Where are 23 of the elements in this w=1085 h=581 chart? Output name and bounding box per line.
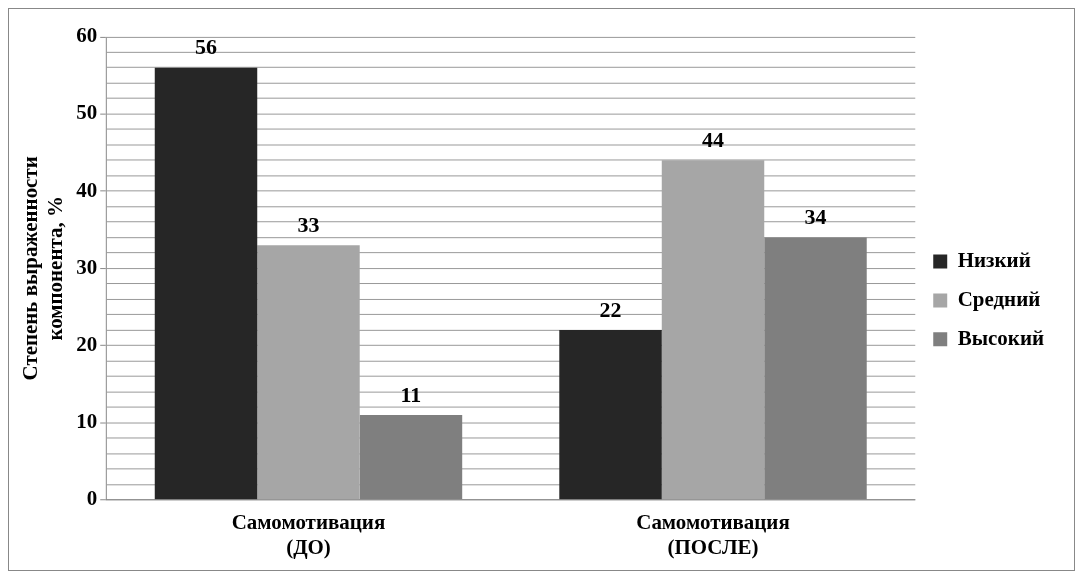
y-tick-label: 50 bbox=[76, 100, 98, 125]
y-tick-label: 10 bbox=[76, 409, 98, 434]
x-tick-label: Самомотивация (ДО) bbox=[231, 509, 386, 559]
y-tick-label: 40 bbox=[76, 177, 98, 202]
data-label: 11 bbox=[400, 381, 422, 407]
bar bbox=[257, 245, 360, 500]
bar bbox=[154, 67, 258, 500]
y-tick-label: 20 bbox=[76, 331, 98, 356]
data-label: 33 bbox=[297, 211, 320, 237]
x-tick-label: Самомотивация (ПОСЛЕ) bbox=[636, 509, 790, 559]
bar bbox=[661, 160, 765, 500]
legend-label: Высокий bbox=[957, 325, 1045, 350]
data-label: 22 bbox=[599, 296, 622, 322]
bar bbox=[559, 330, 662, 500]
y-axis-title: Степень выраженности компонента, % bbox=[17, 156, 68, 381]
data-label: 44 bbox=[702, 127, 725, 153]
y-tick-label: 0 bbox=[86, 486, 98, 511]
legend-label: Средний bbox=[957, 286, 1041, 311]
data-label: 34 bbox=[804, 204, 827, 230]
data-label: 56 bbox=[195, 34, 218, 60]
legend-label: Низкий bbox=[957, 248, 1031, 272]
y-tick-label: 30 bbox=[76, 254, 98, 279]
y-tick-label: 60 bbox=[76, 23, 98, 48]
